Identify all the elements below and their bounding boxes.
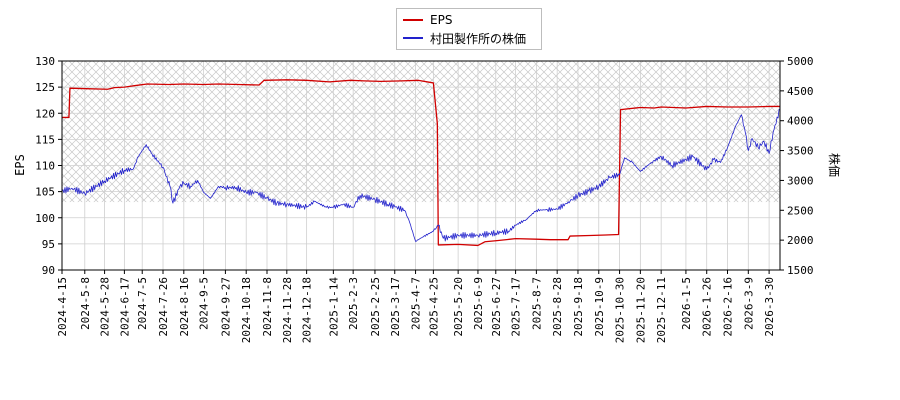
x-tick-label: 2025-10-30 [614, 277, 627, 343]
x-tick-label: 2025-12-11 [655, 277, 668, 343]
y-tick-label-left: 110 [35, 160, 55, 173]
x-tick-label: 2024-5-8 [79, 277, 92, 330]
y-tick-label-right: 1500 [787, 264, 814, 277]
y-tick-label-right: 2500 [787, 204, 814, 217]
x-tick-label: 2024-11-8 [261, 277, 274, 337]
x-tick-label: 2024-8-16 [178, 277, 191, 337]
x-tick-label: 2025-5-20 [452, 277, 465, 337]
series-layer [62, 79, 780, 247]
x-axis: 2024-4-15 2024-5-8 2024-5-28 2024-6-17 2024-… [56, 270, 776, 343]
x-tick-label: 2025-2-3 [347, 277, 360, 330]
y-tick-label-right: 3000 [787, 174, 814, 187]
x-tick-label: 2025-1-14 [327, 277, 340, 337]
y-tick-label-left: 95 [42, 238, 55, 251]
x-tick-label: 2025-6-9 [472, 277, 485, 330]
y-tick-label-left: 105 [35, 186, 55, 199]
y-tick-label-right: 3500 [787, 145, 814, 158]
x-tick-label: 2025-4-7 [410, 277, 423, 330]
x-tick-label: 2026-1-26 [701, 277, 714, 337]
legend-item-stock-price: 村田製作所の株価 [403, 29, 526, 47]
series-line-stock-price [62, 108, 780, 242]
x-tick-label: 2026-3-9 [742, 277, 755, 330]
y-tick-label-left: 125 [35, 81, 55, 94]
x-tick-label: 2024-11-28 [281, 277, 294, 343]
x-tick-label: 2024-9-27 [219, 277, 232, 337]
x-tick-label: 2024-6-17 [118, 277, 131, 337]
y-tick-label-right: 5000 [787, 55, 814, 68]
y-tick-label-left: 120 [35, 107, 55, 120]
hatched-band [62, 61, 780, 203]
y-tick-label-left: 100 [35, 212, 55, 225]
y-tick-label-right: 2000 [787, 234, 814, 247]
x-tick-label: 2024-7-5 [136, 277, 149, 330]
y-tick-label-left: 130 [35, 55, 55, 68]
x-tick-label: 2026-2-16 [722, 277, 735, 337]
legend-label-eps: EPS [430, 13, 453, 27]
x-tick-label: 2024-5-28 [99, 277, 112, 337]
legend: EPS 村田製作所の株価 [396, 8, 542, 50]
legend-swatch-stock-price [403, 37, 423, 39]
x-tick-label: 2025-2-25 [369, 277, 382, 337]
x-tick-label: 2025-6-27 [490, 277, 503, 337]
x-tick-label: 2025-9-18 [572, 277, 585, 337]
y-tick-label-left: 115 [35, 133, 55, 146]
right-axis: 1500 2000 2500 3000 3500 4000 4500 5000 [780, 55, 814, 277]
y-axis-label-right: 株価 [827, 153, 842, 177]
x-tick-label: 2025-8-7 [530, 277, 543, 330]
x-tick-label: 2025-4-25 [427, 277, 440, 337]
x-tick-label: 2024-7-26 [157, 277, 170, 337]
x-tick-label: 2025-11-20 [634, 277, 647, 343]
x-tick-label: 2026-1-5 [680, 277, 693, 330]
y-axis-label-left: EPS [13, 154, 27, 176]
y-tick-label-right: 4500 [787, 85, 814, 98]
x-tick-label: 2025-7-17 [510, 277, 523, 337]
x-tick-label: 2024-12-18 [301, 277, 314, 343]
series-line-eps [62, 79, 780, 247]
left-axis: 90 95 100 105 110 115 120 125 130 [35, 55, 62, 277]
x-tick-label: 2024-10-18 [240, 277, 253, 343]
x-tick-label: 2025-10-9 [593, 277, 606, 337]
legend-label-stock-price: 村田製作所の株価 [430, 31, 527, 46]
x-tick-label: 2024-4-15 [56, 277, 69, 337]
x-tick-label: 2024-9-5 [198, 277, 211, 330]
y-tick-label-right: 4000 [787, 115, 814, 128]
legend-swatch-eps [403, 19, 423, 21]
x-tick-label: 2025-3-17 [389, 277, 402, 337]
y-tick-label-left: 90 [42, 264, 55, 277]
legend-item-eps: EPS [403, 11, 452, 29]
x-tick-label: 2026-3-30 [763, 277, 776, 337]
x-tick-label: 2025-8-28 [551, 277, 564, 337]
